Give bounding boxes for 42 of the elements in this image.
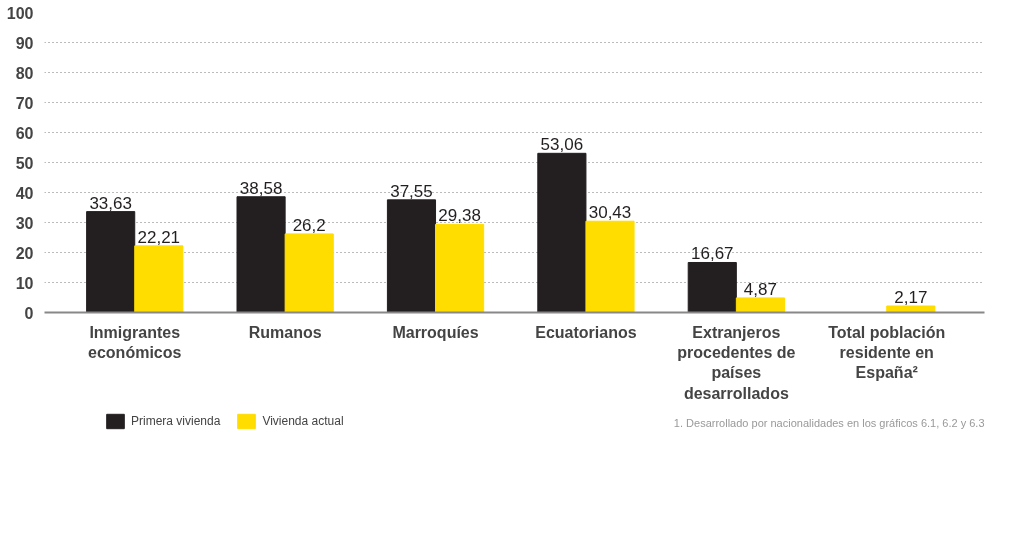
data-label: 29,38 [438, 206, 481, 226]
data-label: 37,55 [390, 181, 433, 201]
text: 1. Desarrollado por nacionalidades en los gráficos 6.1, 6.2 y 6.3 [673, 416, 985, 429]
bar [236, 196, 286, 313]
x-tick-label: Ecuatorianos [535, 323, 637, 341]
bar [735, 297, 785, 313]
y-tick-label: 10 [15, 274, 34, 292]
data-label: 53,06 [540, 135, 584, 155]
y-tick-label: 50 [15, 154, 34, 172]
bar [134, 245, 184, 313]
legend-label: Primera vivienda [131, 414, 221, 428]
y-tick-label: 90 [15, 34, 34, 52]
bar [886, 305, 936, 313]
x-tick-label: Marroquíes [392, 323, 479, 341]
x-tick-label: Rumanos [248, 323, 322, 341]
bar [585, 220, 635, 313]
bar [537, 152, 587, 313]
bar [86, 211, 136, 313]
data-label: 33,63 [89, 193, 132, 213]
y-tick-label: 0 [24, 304, 34, 322]
data-label: 4,87 [743, 279, 777, 299]
y-tick-label: 60 [15, 124, 34, 142]
x-tick-label: Inmigrantes económicos [88, 323, 182, 361]
x-tick-label: Extranjeros procedentes de países desarrollados [677, 323, 796, 402]
data-label: 16,67 [691, 244, 734, 264]
data-label: 38,58 [239, 178, 283, 198]
legend-label: Vivienda actual [262, 414, 344, 428]
data-label: 30,43 [588, 203, 632, 223]
y-tick-label: 40 [15, 184, 34, 202]
x-tick-label: Total población residente en España² [828, 323, 946, 382]
y-tick-label: 80 [15, 64, 34, 82]
y-tick-label: 70 [15, 94, 34, 112]
y-tick-label: 20 [15, 244, 34, 262]
bar [386, 199, 437, 313]
data-label: 26,2 [292, 215, 326, 235]
bar [284, 233, 334, 313]
y-tick-label: 100 [6, 4, 34, 22]
data-label: 2,17 [894, 287, 928, 307]
data-label: 22,21 [137, 227, 181, 247]
y-tick-label: 30 [15, 214, 34, 232]
bar [435, 223, 485, 313]
bar [687, 261, 737, 313]
